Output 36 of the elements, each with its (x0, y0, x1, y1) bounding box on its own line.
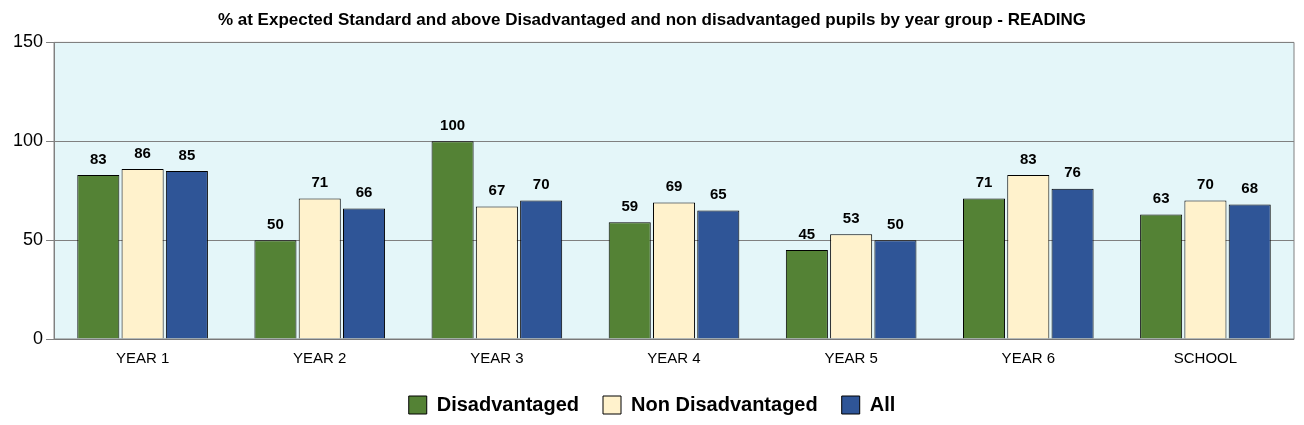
x-tick-label: SCHOOL (1173, 349, 1238, 367)
data-label: 70 (1197, 175, 1214, 193)
data-label: 100 (440, 115, 466, 133)
data-label: 66 (355, 183, 373, 201)
data-label: 71 (311, 173, 329, 191)
chart-title: % at Expected Standard and above Disadvantaged and non disadvantaged pupils by year group - READING (217, 9, 1087, 29)
x-tick-label: YEAR 4 (647, 349, 701, 367)
data-label: 70 (532, 175, 550, 193)
data-label: 67 (488, 181, 506, 199)
data-label: 65 (709, 185, 727, 203)
data-label: 69 (665, 177, 683, 195)
data-label: 85 (178, 145, 196, 163)
legend-label: All (869, 392, 896, 415)
data-label: 50 (887, 214, 904, 232)
x-tick-label: YEAR 2 (293, 349, 347, 367)
y-tick-label: 150 (12, 31, 44, 52)
data-label: 63 (1152, 189, 1170, 207)
y-tick-label: 100 (12, 130, 44, 151)
x-tick-label: YEAR 6 (1001, 349, 1055, 367)
data-label: 83 (89, 149, 107, 167)
legend-label: Disadvantaged (436, 392, 579, 415)
x-tick-label: YEAR 5 (824, 349, 878, 367)
data-label: 50 (267, 214, 284, 232)
x-tick-label: YEAR 1 (115, 349, 170, 367)
data-label: 53 (842, 208, 860, 226)
data-label: 83 (1019, 149, 1037, 167)
data-label: 68 (1241, 179, 1259, 197)
data-label: 59 (621, 196, 639, 214)
x-tick-label: YEAR 3 (470, 349, 524, 367)
data-label: 71 (975, 173, 993, 191)
data-label: 45 (798, 224, 816, 242)
legend-label: Non Disadvantaged (631, 392, 818, 415)
data-label: 76 (1064, 163, 1081, 181)
y-tick-label: 50 (23, 229, 44, 250)
y-tick-label: 0 (33, 327, 44, 348)
data-label: 86 (134, 143, 151, 161)
